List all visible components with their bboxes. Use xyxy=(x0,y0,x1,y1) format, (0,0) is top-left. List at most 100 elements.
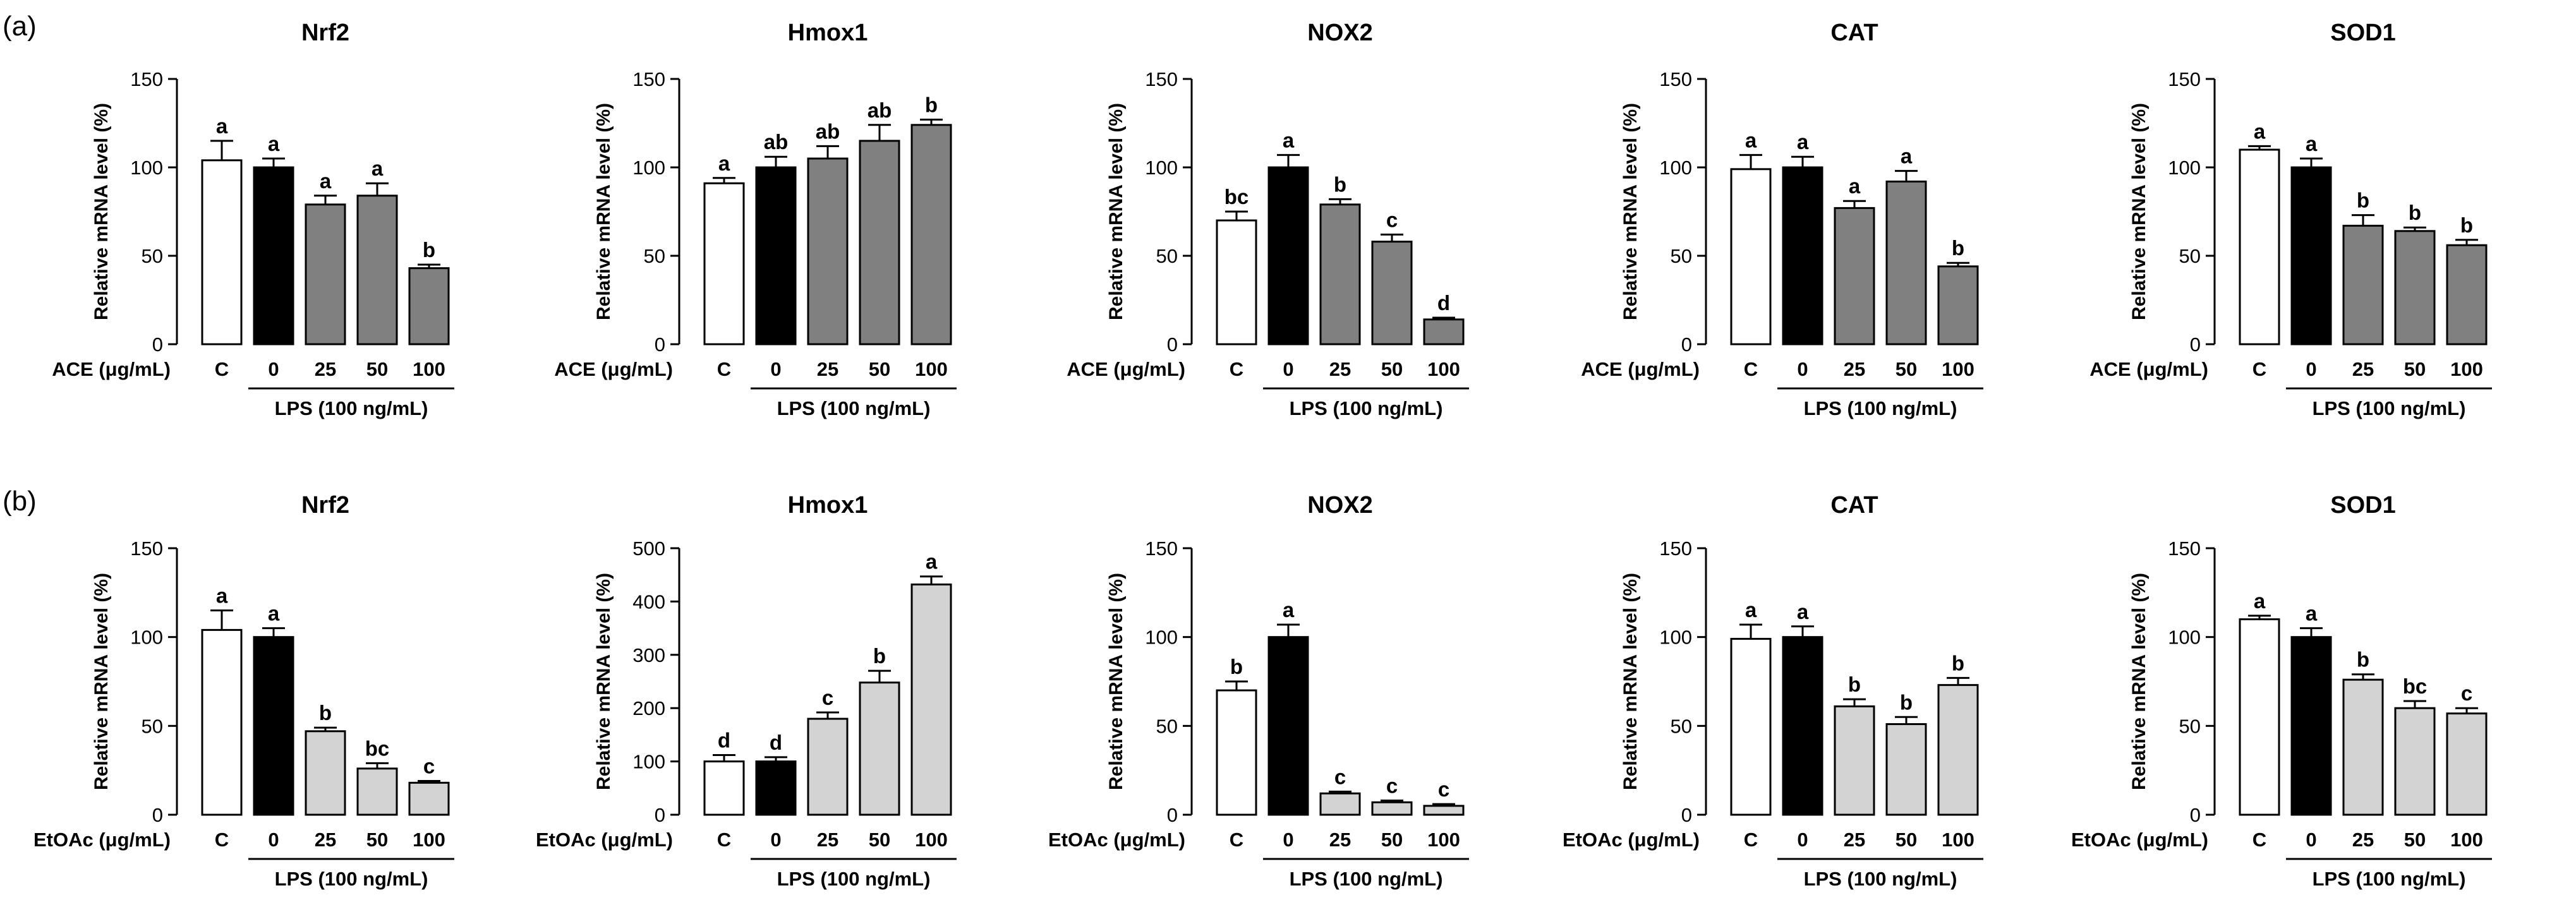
bar xyxy=(1782,166,1823,345)
y-axis-label: Relative mRNA level (%) xyxy=(2129,103,2150,320)
x-tick-label: 0 xyxy=(2306,829,2316,851)
x-tick-label: 100 xyxy=(915,829,948,851)
bar xyxy=(356,767,398,816)
y-tick-label: 0 xyxy=(655,804,665,826)
significance-letter: d xyxy=(1437,291,1450,315)
y-tick-label: 150 xyxy=(2168,537,2201,560)
y-tick-label: 100 xyxy=(1659,627,1692,649)
y-tick-label: 50 xyxy=(1671,245,1692,267)
treatment-label: ACE (μg/mL) xyxy=(1581,358,1700,380)
bar xyxy=(1267,636,1309,816)
y-tick-label: 0 xyxy=(1167,333,1178,356)
chart-title: Hmox1 xyxy=(788,492,868,519)
y-tick-label: 50 xyxy=(142,245,163,267)
y-tick-label: 500 xyxy=(632,537,665,560)
y-tick-label: 100 xyxy=(2168,157,2201,179)
bar xyxy=(2290,636,2332,816)
chart-a-hmox1: Hmox1 0 50 100 150 Relative mRNA level (%) a Ca… xyxy=(554,20,957,419)
y-axis-label: Relative mRNA level (%) xyxy=(593,573,614,790)
treatment-label: ACE (μg/mL) xyxy=(2089,358,2208,380)
x-tick-label: 100 xyxy=(1942,829,1974,851)
x-tick-label: 50 xyxy=(1896,829,1917,851)
bar xyxy=(1885,180,1927,345)
bar xyxy=(2342,678,2384,816)
x-tick-label: 25 xyxy=(315,358,336,380)
y-tick-label: 150 xyxy=(130,537,163,560)
chart-b-cat: CAT 0 50 100 150 Relative mRNA level (%) a Ca 0 b… xyxy=(1563,492,1983,890)
x-tick-label: C xyxy=(1744,829,1758,851)
significance-letter: a xyxy=(320,169,332,193)
bar xyxy=(1371,801,1413,816)
bar xyxy=(1937,265,1979,345)
significance-letter: a xyxy=(216,584,228,607)
x-tick-label: 0 xyxy=(2306,358,2316,380)
significance-letter: c xyxy=(822,686,833,709)
y-tick-label: 0 xyxy=(1681,333,1692,356)
chart-b-nrf2: Nrf2 0 50 100 150 Relative mRNA level (%) a Ca 0… xyxy=(33,492,454,890)
x-tick-label: 50 xyxy=(1381,358,1403,380)
chart-title: Nrf2 xyxy=(301,20,349,46)
x-tick-label: 25 xyxy=(1329,829,1351,851)
bar xyxy=(2394,230,2436,345)
chart-title: CAT xyxy=(1830,492,1878,519)
x-tick-label: 0 xyxy=(1283,829,1293,851)
x-tick-label: 100 xyxy=(2450,358,2483,380)
y-tick-label: 0 xyxy=(2190,804,2201,826)
significance-letter: a xyxy=(718,152,730,175)
bar xyxy=(910,583,952,816)
y-tick-label: 150 xyxy=(632,68,665,90)
chart-a-sod1: SOD1 0 50 100 150 Relative mRNA level (%) a Ca 0… xyxy=(2089,20,2492,419)
bar xyxy=(1319,792,1361,816)
treatment-label: EtOAc (μg/mL) xyxy=(2071,829,2208,851)
y-tick-label: 50 xyxy=(1156,245,1178,267)
significance-letter: bc xyxy=(2403,675,2428,698)
x-tick-label: C xyxy=(215,358,229,380)
significance-letter: a xyxy=(1901,145,1913,168)
bar xyxy=(305,730,346,816)
y-tick-label: 0 xyxy=(152,333,163,356)
bar xyxy=(1730,168,1772,345)
y-tick-label: 50 xyxy=(142,715,163,737)
treatment-label: ACE (μg/mL) xyxy=(554,358,673,380)
bar xyxy=(2290,166,2332,345)
bar xyxy=(2342,224,2384,345)
treatment-label: EtOAc (μg/mL) xyxy=(33,829,171,851)
y-tick-label: 50 xyxy=(1671,715,1692,737)
significance-letter: c xyxy=(1334,765,1346,788)
bar xyxy=(1834,207,1875,345)
lps-label: LPS (100 ng/mL) xyxy=(1804,868,1957,890)
significance-letter: c xyxy=(2461,681,2472,705)
x-tick-label: 0 xyxy=(268,358,279,380)
x-tick-label: C xyxy=(1230,829,1243,851)
bar xyxy=(2394,707,2436,816)
significance-letter: a xyxy=(926,550,938,573)
significance-letter: c xyxy=(1386,774,1398,797)
significance-letter: d xyxy=(718,728,730,752)
significance-letter: a xyxy=(1797,600,1809,623)
bar xyxy=(755,166,797,345)
chart-grid: Nrf2 0 50 100 150 Relative mRNA level (%) a Ca 0… xyxy=(33,20,2492,890)
x-tick-label: 0 xyxy=(1797,829,1808,851)
y-axis-label: Relative mRNA level (%) xyxy=(2129,573,2150,790)
bar xyxy=(2239,148,2280,345)
x-tick-label: 100 xyxy=(413,829,445,851)
chart-a-cat: CAT 0 50 100 150 Relative mRNA level (%) a Ca 0 a… xyxy=(1581,20,1983,419)
significance-letter: bc xyxy=(1225,185,1249,208)
x-tick-label: 50 xyxy=(1381,829,1403,851)
x-tick-label: 50 xyxy=(869,358,890,380)
y-tick-label: 100 xyxy=(130,627,163,649)
x-tick-label: 0 xyxy=(1797,358,1808,380)
bar xyxy=(1216,219,1257,345)
significance-letter: c xyxy=(423,755,435,778)
bar xyxy=(1782,636,1823,816)
chart-title: NOX2 xyxy=(1307,492,1372,519)
treatment-label: ACE (μg/mL) xyxy=(52,358,171,380)
x-tick-label: 0 xyxy=(770,829,781,851)
chart-title: Nrf2 xyxy=(301,492,349,519)
lps-label: LPS (100 ng/mL) xyxy=(1804,397,1957,419)
bar xyxy=(910,124,952,345)
y-tick-label: 100 xyxy=(130,157,163,179)
x-tick-label: 50 xyxy=(2404,829,2426,851)
